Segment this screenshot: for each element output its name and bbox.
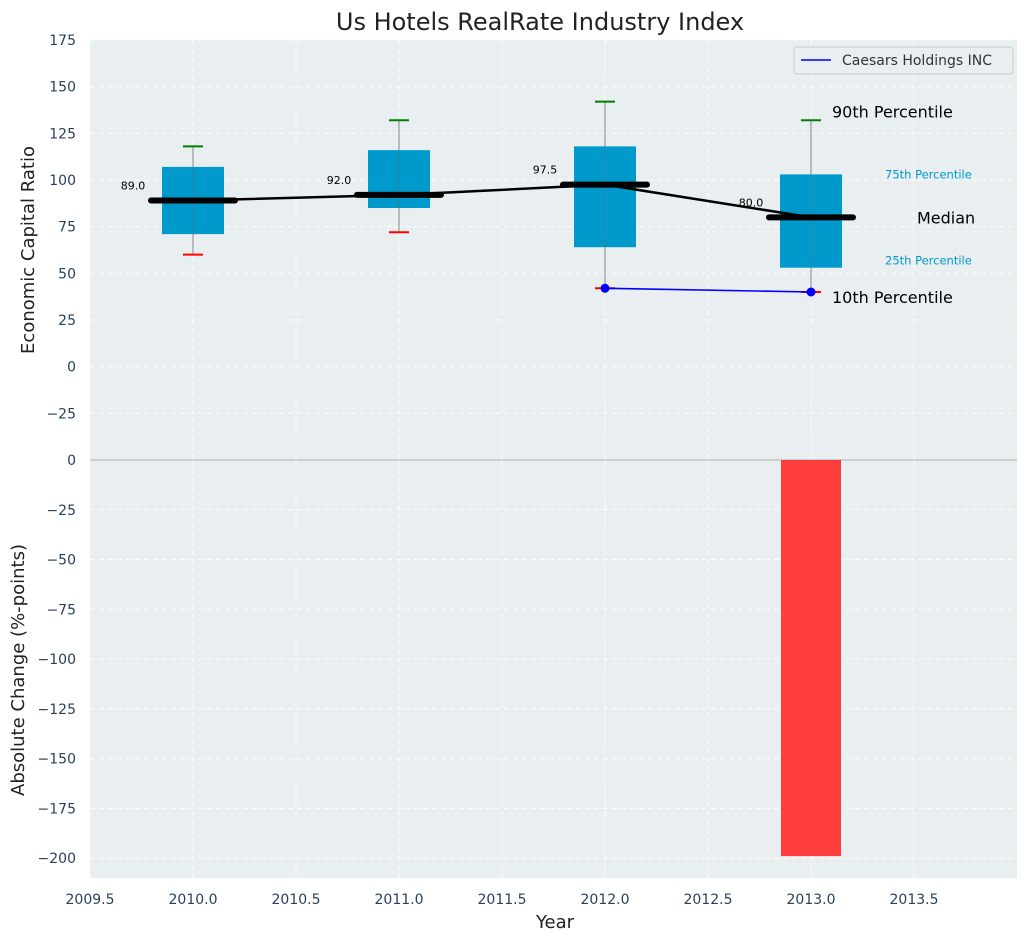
top-y-tick-label: 25 [58,313,76,329]
x-tick-label: 2010.0 [169,892,218,908]
top-chart-panel: 175 150 125 100 75 50 25 0 −25 89.0 92.0 97.5 80.090… [46,33,1017,460]
p75-annotation: 75th Percentile [885,167,972,181]
legend-entry: Caesars Holdings INC [842,53,992,69]
bottom-chart-panel: 0 −25 −50 −75 −100 −125 −150 −175 −200 2009.5 2010… [38,453,1017,908]
top-y-tick-label: 175 [49,33,76,49]
top-y-tick-label: 100 [49,173,76,189]
x-axis-label: Year [535,912,575,933]
x-tick-label: 2013.0 [787,892,836,908]
x-tick-label: 2013.5 [890,892,939,908]
median-value-label: 89.0 [121,180,146,193]
median-value-label: 92.0 [327,174,352,187]
bottom-y-tick-label: −25 [46,503,76,519]
bottom-y-tick-label: 0 [67,453,76,469]
legend-box [793,46,1014,75]
top-y-tick-label: 150 [49,80,76,96]
bottom-y-tick-label: −175 [38,801,76,817]
bottom-y-tick-label: −200 [38,851,76,867]
median-trend-line [192,183,812,219]
chart-title: Us Hotels RealRate Industry Index [336,8,744,36]
series-point [806,287,816,297]
series-line [604,287,812,293]
top-y-tick-label: −25 [46,406,76,422]
box-group: 80.0 [739,119,856,293]
bottom-plot-background [90,460,1017,878]
top-y-axis-label: Economic Capital Ratio [18,146,39,354]
p25-annotation: 25th Percentile [885,254,972,268]
bottom-y-tick-label: −50 [46,553,76,569]
series-point [600,283,610,293]
x-tick-label: 2010.5 [272,892,321,908]
median-annotation: Median [917,208,975,227]
x-tick-label: 2009.5 [66,892,115,908]
p90-annotation: 90th Percentile [832,102,953,121]
median-value-label: 97.5 [533,164,558,177]
bottom-y-tick-label: −75 [46,602,76,618]
x-tick-label: 2012.0 [581,892,630,908]
top-plot-background [90,40,1017,460]
top-y-tick-label: 75 [58,220,76,236]
top-y-tick-label: 0 [67,360,76,376]
top-y-tick-label: 125 [49,126,76,142]
legend: Caesars Holdings INC [793,46,1014,75]
x-tick-label: 2011.0 [375,892,424,908]
p10-annotation: 10th Percentile [832,288,953,307]
bottom-y-axis-label: Absolute Change (%-points) [8,544,29,796]
x-tick-label: 2012.5 [684,892,733,908]
bottom-y-tick-label: −125 [38,702,76,718]
x-tick-label: 2011.5 [478,892,527,908]
bottom-y-tick-label: −150 [38,752,76,768]
change-bar [781,460,841,857]
bottom-y-tick-label: −100 [38,652,76,668]
top-y-tick-label: 50 [58,266,76,282]
